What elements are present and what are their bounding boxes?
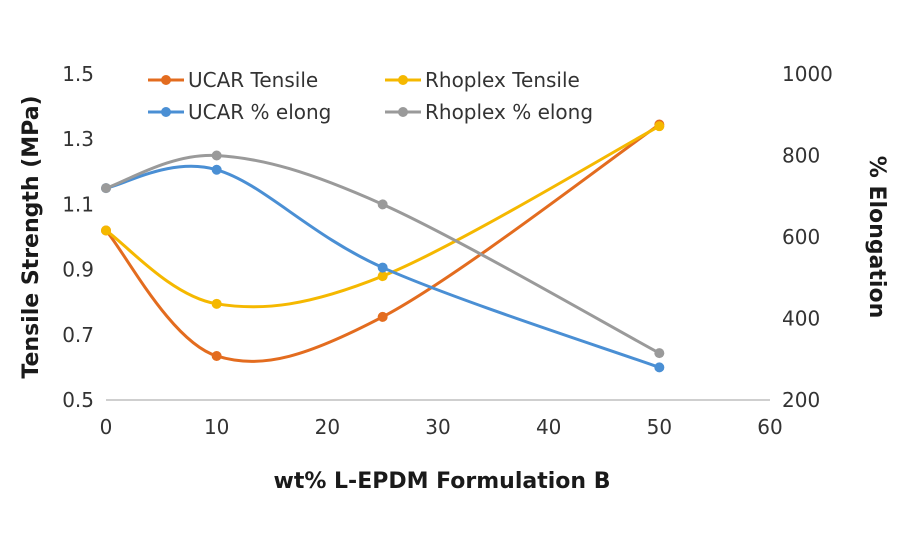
data-point bbox=[211, 150, 222, 161]
data-point bbox=[377, 199, 388, 210]
legend-label: UCAR % elong bbox=[188, 100, 331, 124]
y-left-tick-label: 0.9 bbox=[62, 258, 94, 282]
y-left-tick-label: 1.1 bbox=[62, 192, 94, 216]
series-ucar-tensile bbox=[101, 119, 665, 363]
series-rhoplex-tensile bbox=[101, 121, 665, 309]
legend-label: Rhoplex % elong bbox=[425, 100, 593, 124]
y-right-tick-label: 600 bbox=[782, 225, 820, 249]
series-lines bbox=[101, 119, 665, 373]
data-point bbox=[654, 121, 665, 132]
legend-swatch-marker bbox=[398, 75, 408, 85]
legend-swatch-marker bbox=[161, 75, 171, 85]
x-tick-label: 10 bbox=[204, 415, 229, 439]
data-point bbox=[377, 271, 388, 282]
x-tick-label: 60 bbox=[757, 415, 782, 439]
data-point bbox=[211, 350, 222, 361]
data-point bbox=[211, 164, 222, 175]
data-point bbox=[654, 362, 665, 373]
data-point bbox=[211, 298, 222, 309]
legend-label: Rhoplex Tensile bbox=[425, 68, 580, 92]
legend-item: Rhoplex % elong bbox=[385, 100, 593, 124]
series-rhoplex-elong bbox=[101, 150, 665, 359]
y-axis-right-title: % Elongation bbox=[864, 156, 889, 318]
x-tick-label: 0 bbox=[100, 415, 113, 439]
legend-swatch-marker bbox=[161, 107, 171, 117]
legend-item: Rhoplex Tensile bbox=[385, 68, 580, 92]
x-tick-label: 50 bbox=[647, 415, 672, 439]
y-axis-left-title: Tensile Strength (MPa) bbox=[19, 95, 44, 378]
series-line bbox=[105, 124, 661, 309]
series-line bbox=[105, 153, 661, 355]
x-tick-label: 20 bbox=[315, 415, 340, 439]
y-right-tick-label: 400 bbox=[782, 307, 820, 331]
series-line bbox=[104, 123, 661, 363]
data-point bbox=[654, 348, 665, 359]
y-right-tick-label: 200 bbox=[782, 388, 820, 412]
legend-item: UCAR % elong bbox=[148, 100, 331, 124]
y-left-tick-label: 1.5 bbox=[62, 62, 94, 86]
legend-swatch-marker bbox=[398, 107, 408, 117]
y-right-tick-label: 1000 bbox=[782, 62, 833, 86]
legend-label: UCAR Tensile bbox=[188, 68, 318, 92]
x-axis-title: wt% L-EPDM Formulation B bbox=[274, 469, 611, 494]
series-ucar-elong bbox=[101, 164, 665, 373]
series-line bbox=[105, 164, 660, 369]
data-point bbox=[101, 225, 111, 236]
y-left-tick-label: 0.7 bbox=[62, 323, 94, 347]
y-left-tick-label: 1.3 bbox=[62, 127, 94, 151]
legend-item: UCAR Tensile bbox=[148, 68, 318, 92]
x-tick-label: 30 bbox=[425, 415, 450, 439]
data-point bbox=[377, 311, 388, 322]
x-tick-label: 40 bbox=[536, 415, 561, 439]
data-point bbox=[377, 262, 388, 273]
data-point bbox=[101, 183, 111, 194]
y-left-tick-label: 0.5 bbox=[62, 388, 94, 412]
y-right-tick-label: 800 bbox=[782, 144, 820, 168]
tick-labels: 0 10 20 30 40 50 60 0.5 0.7 0.9 1.1 1.3 1.5 200 400 600… bbox=[62, 62, 833, 439]
legend: UCAR Tensile Rhoplex Tensile UCAR % elong R… bbox=[148, 68, 593, 124]
